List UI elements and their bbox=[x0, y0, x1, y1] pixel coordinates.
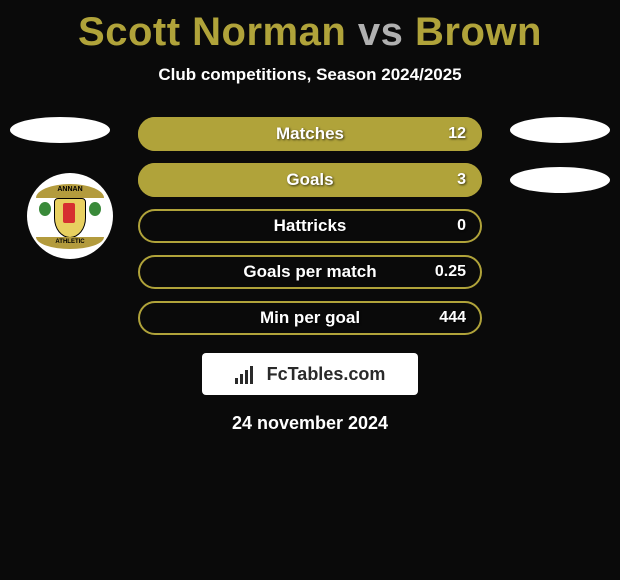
comparison-title: Scott Norman vs Brown bbox=[0, 0, 620, 55]
badge-top-banner: ANNAN bbox=[36, 184, 104, 198]
player1-club-badge: ANNAN ATHLETIC bbox=[27, 173, 113, 259]
subtitle: Club competitions, Season 2024/2025 bbox=[0, 65, 620, 85]
badge-thistle-left-icon bbox=[39, 202, 51, 216]
stat-label: Goals per match bbox=[243, 262, 376, 282]
player1-name: Scott Norman bbox=[78, 10, 346, 54]
badge-shield-icon bbox=[54, 198, 86, 238]
player2-avatar-placeholder-2 bbox=[510, 167, 610, 193]
stat-value: 444 bbox=[439, 309, 466, 327]
stat-row: Min per goal 444 bbox=[138, 301, 482, 335]
badge-thistle-right-icon bbox=[89, 202, 101, 216]
player2-avatar-placeholder-1 bbox=[510, 117, 610, 143]
stat-label: Min per goal bbox=[260, 308, 360, 328]
stat-label: Matches bbox=[276, 124, 344, 144]
club-badge-graphic: ANNAN ATHLETIC bbox=[36, 182, 104, 250]
stat-row: Hattricks 0 bbox=[138, 209, 482, 243]
vs-separator: vs bbox=[358, 10, 404, 54]
badge-bottom-banner: ATHLETIC bbox=[36, 237, 104, 249]
stat-row: Goals 3 bbox=[138, 163, 482, 197]
stat-row: Goals per match 0.25 bbox=[138, 255, 482, 289]
fctables-logo-icon bbox=[235, 364, 261, 384]
date-stamp: 24 november 2024 bbox=[0, 413, 620, 434]
player1-avatar-placeholder bbox=[10, 117, 110, 143]
stat-row: Matches 12 bbox=[138, 117, 482, 151]
stat-label: Goals bbox=[286, 170, 333, 190]
stat-rows: Matches 12 Goals 3 Hattricks 0 Goals per match… bbox=[138, 117, 482, 335]
stat-value: 3 bbox=[457, 171, 466, 189]
player2-name: Brown bbox=[415, 10, 542, 54]
stat-label: Hattricks bbox=[274, 216, 347, 236]
branding-site-name: FcTables.com bbox=[267, 364, 386, 385]
stats-area: ANNAN ATHLETIC Matches 12 Goals 3 Hattricks 0… bbox=[0, 117, 620, 335]
stat-value: 12 bbox=[448, 125, 466, 143]
branding-box: FcTables.com bbox=[202, 353, 418, 395]
stat-value: 0.25 bbox=[435, 263, 466, 281]
stat-value: 0 bbox=[457, 217, 466, 235]
